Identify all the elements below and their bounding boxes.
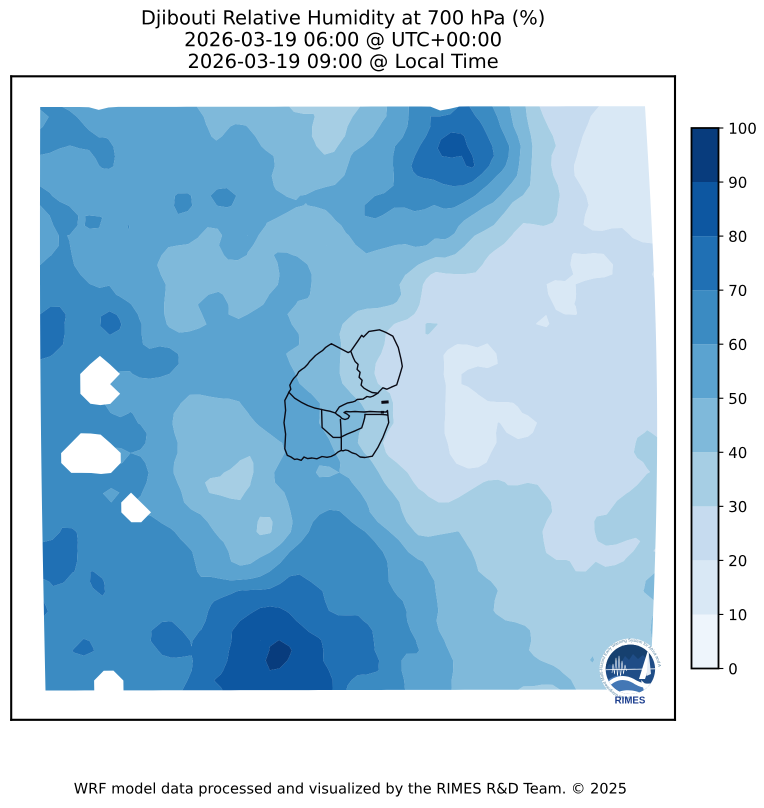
svg-text:RIMES: RIMES [615, 696, 646, 707]
